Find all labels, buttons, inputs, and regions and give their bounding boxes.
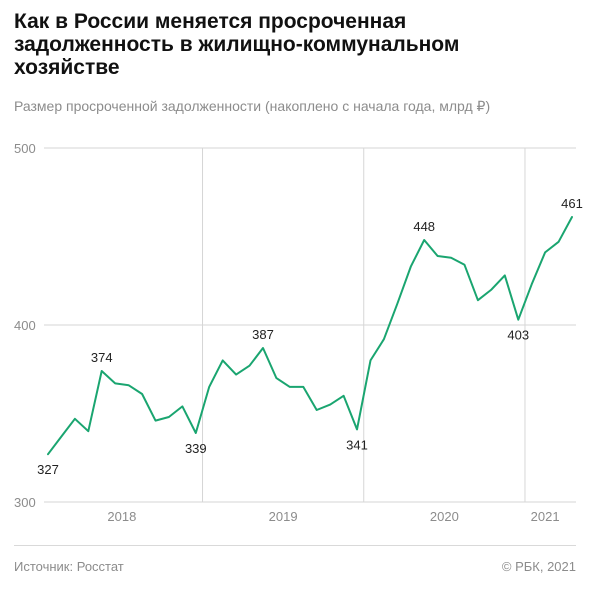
series-polyline xyxy=(47,216,573,456)
data-label: 327 xyxy=(37,462,59,477)
series-line xyxy=(47,216,573,456)
data-label: 339 xyxy=(185,441,207,456)
data-label: 448 xyxy=(413,219,435,234)
data-label: 374 xyxy=(91,350,113,365)
x-tick-label: 2021 xyxy=(531,509,560,524)
y-tick-label: 300 xyxy=(14,495,36,510)
chart-title: Как в России меняется просроченная задол… xyxy=(14,10,460,79)
footer-divider xyxy=(14,545,576,546)
data-label: 403 xyxy=(507,328,529,343)
data-label: 387 xyxy=(252,327,274,342)
source-note: Источник: Росстат xyxy=(14,559,124,574)
x-tick-label: 2020 xyxy=(430,509,459,524)
x-tick-label: 2018 xyxy=(107,509,136,524)
data-labels: 327 374 339 387 341 448 403 461 xyxy=(37,196,583,477)
chart-subtitle: Размер просроченной задолженности (накоп… xyxy=(14,98,491,114)
data-label: 341 xyxy=(346,437,368,452)
y-tick-label: 400 xyxy=(14,318,36,333)
line-chart: 300 400 500 2018 2019 2020 2021 327 374 339 387 34… xyxy=(14,141,583,524)
y-tick-label: 500 xyxy=(14,141,36,156)
axes: 300 400 500 2018 2019 2020 2021 xyxy=(14,141,560,524)
x-tick-label: 2019 xyxy=(269,509,298,524)
data-label: 461 xyxy=(561,196,583,211)
grid xyxy=(44,147,576,503)
copyright-note: © РБК, 2021 xyxy=(501,559,576,574)
